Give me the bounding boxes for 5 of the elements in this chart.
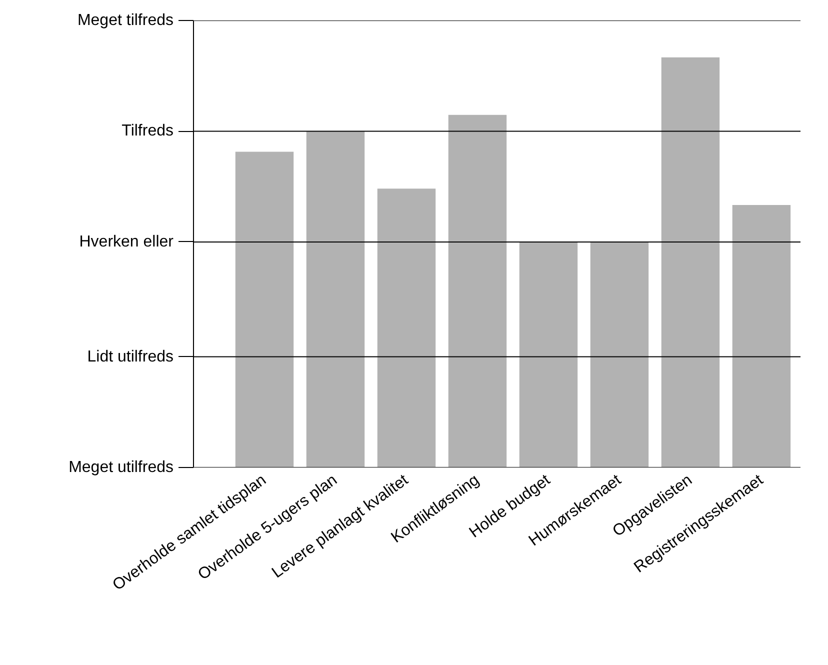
ref-line-label: Meget tilfreds	[77, 12, 174, 29]
ref-line-label: Lidt utilfreds	[87, 348, 174, 366]
ref-line-label: Hverken eller	[79, 233, 174, 250]
ref-line-label: Meget utilfreds	[68, 459, 174, 476]
ref-line-label: Tilfreds	[122, 122, 174, 140]
